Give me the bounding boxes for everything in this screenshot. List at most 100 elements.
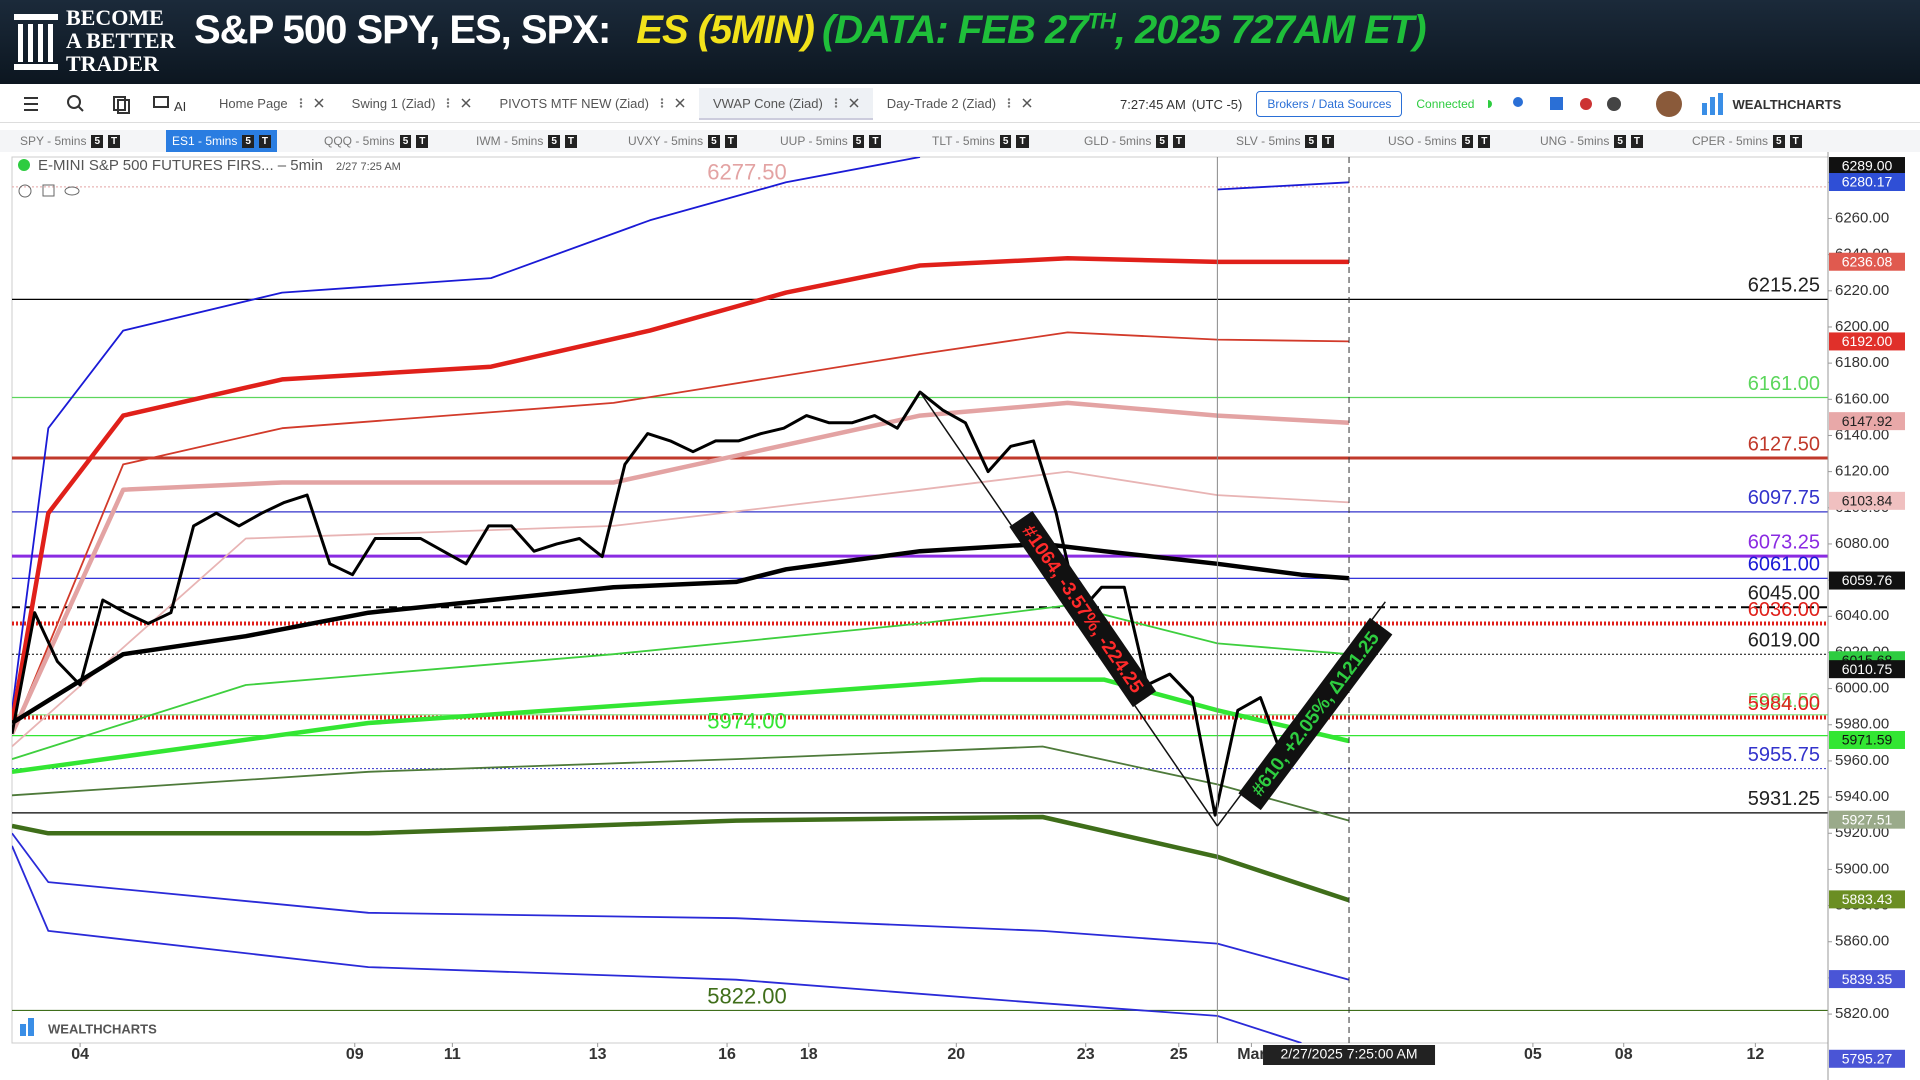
toolbar: AI Home Page Swing 1 (Ziad) PIVOTS MTF NEW… — [0, 86, 1920, 123]
symbol-label: SPY - 5mins — [20, 134, 87, 148]
symbol-tab[interactable]: UNG - 5mins 5 T — [1534, 130, 1649, 152]
brokers-button[interactable]: Brokers / Data Sources — [1256, 91, 1403, 117]
price-tag — [1829, 1049, 1905, 1068]
symbol-tab[interactable]: QQQ - 5mins 5 T — [318, 130, 434, 152]
tab-list: Home Page Swing 1 (Ziad) PIVOTS MTF NEW (Z… — [205, 86, 1046, 122]
symbol-badge: 5 — [1305, 134, 1318, 148]
price-tag — [1829, 412, 1905, 431]
chart-icons[interactable] — [18, 184, 80, 198]
x-tick-label: 23 — [1077, 1046, 1095, 1063]
x-tick-label: 12 — [1746, 1046, 1764, 1063]
price-tag-label: 6103.84 — [1842, 493, 1893, 509]
level-label: 5822.00 — [707, 983, 787, 1008]
price-tag — [1829, 157, 1905, 176]
ai-label: AI — [174, 99, 186, 114]
tab-label: PIVOTS MTF NEW (Ziad) — [499, 95, 649, 111]
plot-layer — [12, 157, 1828, 1043]
y-tick-label: 6140.00 — [1835, 426, 1889, 443]
price-tag — [1829, 970, 1905, 989]
y-tick-label: 5980.00 — [1835, 716, 1889, 733]
x-tick-label: Mar — [1237, 1046, 1265, 1063]
crosshair-label: 2/27/2025 7:25:00 AM — [1281, 1046, 1418, 1062]
price-line — [12, 390, 1330, 817]
toolbar-icons[interactable]: AI — [18, 86, 208, 122]
logo-line: TRADER — [66, 51, 159, 76]
tab[interactable]: VWAP Cone (Ziad) — [698, 88, 873, 120]
symbol-tab[interactable]: SLV - 5mins 5 T — [1230, 130, 1340, 152]
toolbar-actions[interactable] — [1488, 94, 1638, 114]
note-sup: TH — [1087, 8, 1115, 34]
level-label: 6127.50 — [1748, 433, 1820, 455]
level-label: 5985.50 — [1748, 690, 1820, 712]
badge-bg — [1238, 617, 1393, 811]
logo-text: BECOME A BETTER TRADER — [66, 6, 175, 75]
x-tick-label: 05 — [1524, 1046, 1542, 1063]
menu-icon[interactable] — [296, 98, 306, 108]
band-line — [12, 400, 1350, 735]
price-tag — [1829, 810, 1905, 829]
data-note: (DATA: FEB 27TH, 2025 727AM ET) — [822, 8, 1427, 52]
symbol-tab[interactable]: UVXY - 5mins 5 T — [622, 130, 743, 152]
close-icon[interactable] — [1022, 98, 1032, 108]
logo-icon — [14, 14, 58, 70]
tab[interactable]: Home Page — [205, 88, 338, 120]
band-line — [12, 157, 921, 711]
symbol-tab[interactable]: SPY - 5mins 5 T — [14, 130, 126, 152]
symbol-tab[interactable]: UUP - 5mins 5 T — [774, 130, 887, 152]
status-dot — [18, 159, 30, 171]
plot-area — [11, 156, 1829, 1044]
watermark: WEALTHCHARTS — [20, 1018, 157, 1036]
symbol-label: IWM - 5mins — [476, 134, 544, 148]
watermark-text: WEALTHCHARTS — [48, 1021, 157, 1036]
price-tag — [1829, 730, 1905, 749]
symbol-label: TLT - 5mins — [932, 134, 995, 148]
price-tag-label: 5883.43 — [1842, 891, 1893, 907]
close-icon[interactable] — [314, 98, 324, 108]
symbol-tab[interactable]: IWM - 5mins 5 T — [470, 130, 583, 152]
close-icon[interactable] — [461, 98, 471, 108]
level-label: 6277.50 — [707, 160, 787, 185]
menu-icon[interactable] — [657, 98, 667, 108]
tab[interactable]: Swing 1 (Ziad) — [338, 88, 486, 120]
band-line — [12, 256, 1349, 724]
tab[interactable]: PIVOTS MTF NEW (Ziad) — [485, 88, 699, 120]
close-icon[interactable] — [675, 98, 685, 108]
symbol-badge: 5 — [1614, 134, 1626, 148]
logo-line: BECOME — [66, 5, 164, 30]
price-tag-label: 5839.35 — [1842, 971, 1893, 987]
price-tag — [1829, 252, 1905, 271]
symbol-badge: 5 — [999, 134, 1012, 148]
x-tick-label: 09 — [346, 1046, 364, 1063]
avatar[interactable] — [1652, 89, 1686, 119]
level-label: 5984.00 — [1748, 693, 1820, 715]
badge-bg — [1009, 510, 1157, 708]
logo-line: A BETTER — [66, 28, 176, 53]
tab[interactable]: Day-Trade 2 (Ziad) — [873, 88, 1046, 120]
menu-icon[interactable] — [1004, 98, 1014, 108]
x-tick-label: 25 — [1170, 1046, 1188, 1063]
price-tag — [1829, 173, 1905, 192]
menu-icon[interactable] — [443, 98, 453, 108]
x-tick-label: 04 — [71, 1046, 89, 1063]
menu-icon[interactable] — [831, 98, 841, 108]
band-line — [12, 331, 1350, 735]
symbol-tab[interactable]: CPER - 5mins 5 T — [1686, 130, 1808, 152]
symbol-tab[interactable]: USO - 5mins 5 T — [1382, 130, 1496, 152]
close-icon[interactable] — [849, 98, 859, 108]
symbol-label: SLV - 5mins — [1236, 134, 1301, 148]
symbol-badge: 5 — [548, 134, 560, 148]
x-tick-label: 18 — [800, 1046, 818, 1063]
chart-subtitle: 2/27 7:25 AM — [336, 161, 401, 173]
symbol-tab[interactable]: TLT - 5mins 5 T — [926, 130, 1035, 152]
y-tick-label: 5820.00 — [1835, 1005, 1889, 1022]
x-tick-label: 08 — [1615, 1046, 1633, 1063]
tab-label: Home Page — [219, 95, 288, 111]
crosshair-box — [1263, 1045, 1436, 1065]
symbol-label: USO - 5mins — [1388, 134, 1457, 148]
symbol-tab[interactable]: GLD - 5mins 5 T — [1078, 130, 1191, 152]
symbol-label: GLD - 5mins — [1084, 134, 1152, 148]
symbol-tab[interactable]: ES1 - 5mins 5 T — [166, 130, 278, 152]
symbol-bar: SPY - 5mins 5 T ES1 - 5mins 5 T QQQ - 5mins 5 T I… — [0, 130, 1920, 152]
price-tag-label: 6236.08 — [1842, 253, 1893, 269]
